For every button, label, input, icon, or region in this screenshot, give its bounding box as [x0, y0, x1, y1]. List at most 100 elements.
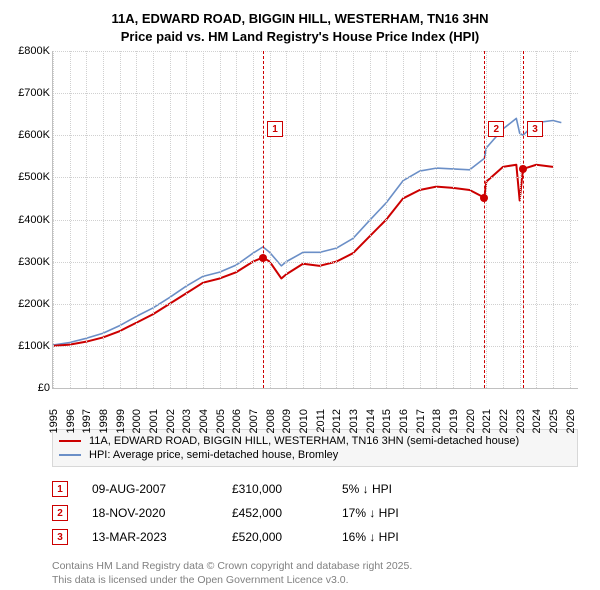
x-axis-label: 2024 [531, 409, 543, 433]
y-axis-label: £300K [12, 256, 50, 268]
event-date: 18-NOV-2020 [92, 506, 232, 520]
gridline-v [436, 51, 437, 388]
x-axis-label: 2006 [231, 409, 243, 433]
footer-attribution: Contains HM Land Registry data © Crown c… [52, 559, 588, 587]
x-axis-label: 2001 [148, 409, 160, 433]
gridline-h [53, 262, 578, 263]
chart-box: 1 2 3 £0 £100K £200K £300K £400K £500K £600K £700… [12, 51, 588, 421]
legend-swatch-hpi [59, 454, 81, 456]
marker-label-box: 1 [267, 121, 283, 137]
gridline-h [53, 177, 578, 178]
x-axis-label: 2000 [131, 409, 143, 433]
gridline-v [120, 51, 121, 388]
x-axis-label: 2002 [165, 409, 177, 433]
sale-point-dot [519, 165, 527, 173]
gridline-v [170, 51, 171, 388]
y-axis-label: £400K [12, 214, 50, 226]
legend: 11A, EDWARD ROAD, BIGGIN HILL, WESTERHAM… [52, 429, 578, 467]
event-diff: 16% ↓ HPI [342, 530, 399, 544]
marker-label-box: 2 [488, 121, 504, 137]
gridline-v [220, 51, 221, 388]
x-axis-label: 2020 [465, 409, 477, 433]
gridline-h [53, 304, 578, 305]
x-axis-label: 2005 [215, 409, 227, 433]
gridline-h [53, 51, 578, 52]
x-axis-label: 2025 [548, 409, 560, 433]
y-axis-label: £600K [12, 129, 50, 141]
x-axis-label: 2023 [515, 409, 527, 433]
y-axis-label: £0 [12, 382, 50, 394]
x-axis-label: 2016 [398, 409, 410, 433]
x-axis-label: 2008 [265, 409, 277, 433]
event-diff: 5% ↓ HPI [342, 482, 392, 496]
gridline-v [353, 51, 354, 388]
x-axis-label: 1996 [65, 409, 77, 433]
event-price: £310,000 [232, 482, 342, 496]
footer-line-2: This data is licensed under the Open Gov… [52, 573, 588, 587]
gridline-v [270, 51, 271, 388]
gridline-v [553, 51, 554, 388]
gridline-v [420, 51, 421, 388]
gridline-v [286, 51, 287, 388]
gridline-v [336, 51, 337, 388]
legend-row: 11A, EDWARD ROAD, BIGGIN HILL, WESTERHAM… [59, 434, 571, 448]
legend-row: HPI: Average price, semi-detached house,… [59, 448, 571, 462]
x-axis-label: 1998 [98, 409, 110, 433]
marker-label-box: 3 [527, 121, 543, 137]
x-axis-label: 2026 [565, 409, 577, 433]
event-num-box: 1 [52, 481, 68, 497]
y-axis-label: £200K [12, 298, 50, 310]
x-axis-label: 2010 [298, 409, 310, 433]
x-axis-label: 2011 [315, 409, 327, 433]
event-price: £452,000 [232, 506, 342, 520]
gridline-v [203, 51, 204, 388]
chart-container: 11A, EDWARD ROAD, BIGGIN HILL, WESTERHAM… [0, 0, 600, 590]
chart-title: 11A, EDWARD ROAD, BIGGIN HILL, WESTERHAM… [12, 10, 588, 45]
plot-area: 1 2 3 [52, 51, 578, 389]
gridline-v [303, 51, 304, 388]
gridline-v [136, 51, 137, 388]
x-axis-label: 2012 [331, 409, 343, 433]
gridline-v [486, 51, 487, 388]
gridline-h [53, 93, 578, 94]
x-axis-label: 2018 [431, 409, 443, 433]
x-axis-label: 2003 [181, 409, 193, 433]
gridline-v [503, 51, 504, 388]
x-axis-label: 2009 [281, 409, 293, 433]
x-axis-label: 2022 [498, 409, 510, 433]
gridline-v [153, 51, 154, 388]
gridline-v [386, 51, 387, 388]
gridline-v [570, 51, 571, 388]
gridline-v [470, 51, 471, 388]
x-axis-label: 2013 [348, 409, 360, 433]
gridline-v [370, 51, 371, 388]
title-line-1: 11A, EDWARD ROAD, BIGGIN HILL, WESTERHAM… [12, 10, 588, 28]
gridline-v [536, 51, 537, 388]
gridline-v [253, 51, 254, 388]
marker-line [523, 51, 524, 388]
gridline-v [520, 51, 521, 388]
sale-point-dot [259, 254, 267, 262]
event-row: 2 18-NOV-2020 £452,000 17% ↓ HPI [52, 501, 588, 525]
event-num-box: 2 [52, 505, 68, 521]
event-num-box: 3 [52, 529, 68, 545]
y-axis-label: £700K [12, 87, 50, 99]
legend-swatch-price [59, 440, 81, 442]
event-row: 1 09-AUG-2007 £310,000 5% ↓ HPI [52, 477, 588, 501]
x-axis-label: 1997 [81, 409, 93, 433]
marker-line [263, 51, 264, 388]
legend-label-hpi: HPI: Average price, semi-detached house,… [89, 449, 338, 461]
gridline-v [403, 51, 404, 388]
event-diff: 17% ↓ HPI [342, 506, 399, 520]
gridline-v [320, 51, 321, 388]
title-line-2: Price paid vs. HM Land Registry's House … [12, 28, 588, 46]
y-axis-label: £500K [12, 171, 50, 183]
event-price: £520,000 [232, 530, 342, 544]
gridline-v [86, 51, 87, 388]
gridline-v [453, 51, 454, 388]
y-axis-label: £100K [12, 340, 50, 352]
x-axis-label: 2007 [248, 409, 260, 433]
x-axis-label: 2004 [198, 409, 210, 433]
y-axis-label: £800K [12, 45, 50, 57]
gridline-h [53, 346, 578, 347]
